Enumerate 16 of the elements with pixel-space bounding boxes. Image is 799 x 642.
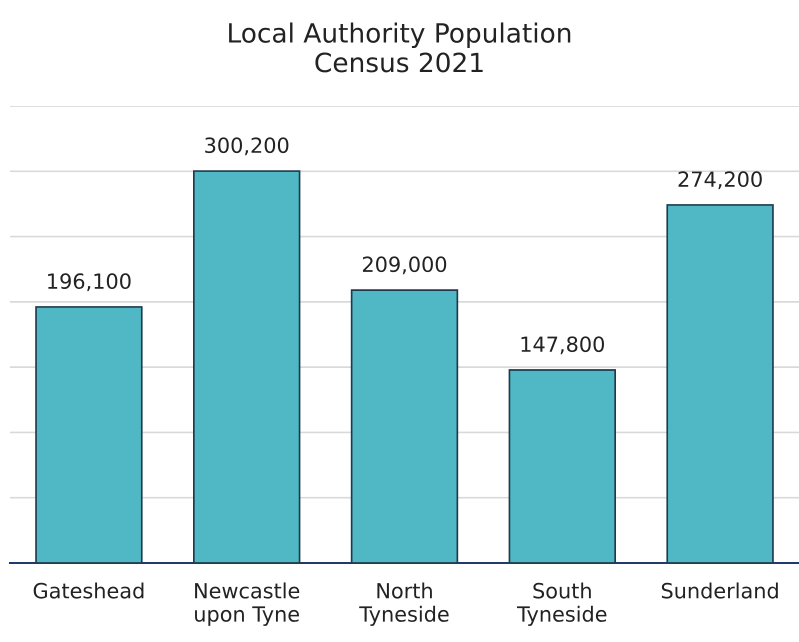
bar [35, 306, 143, 563]
x-tick-label: Sunderland [662, 582, 778, 599]
bar [666, 204, 774, 563]
bar [350, 289, 458, 563]
data-label: 147,800 [522, 336, 604, 354]
data-label: 196,100 [48, 273, 131, 292]
x-tick-label: North Tyneside [359, 582, 449, 626]
data-label: 300,200 [205, 137, 288, 156]
bar [508, 369, 616, 563]
bar [193, 170, 300, 563]
data-label: 209,000 [362, 256, 446, 274]
x-tick-label: Newcastle upon Tyne [195, 582, 300, 626]
x-tick-label: South Tyneside [516, 582, 606, 626]
data-label: 274,200 [678, 171, 762, 190]
x-tick-label: Gateshead [34, 582, 144, 599]
chart-title: Local Authority Population Census 2021 [229, 22, 570, 72]
